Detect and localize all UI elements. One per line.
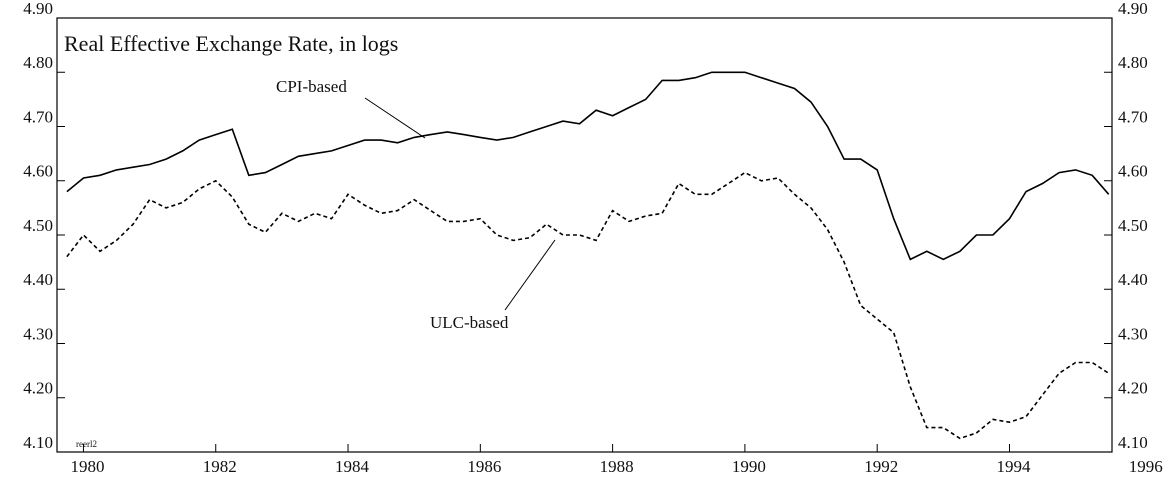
source-tag: reerl2 bbox=[76, 439, 97, 449]
y2-tick-label: 4.70 bbox=[1118, 107, 1148, 126]
y-tick-label: 4.30 bbox=[23, 324, 53, 343]
y-tick-label: 4.10 bbox=[23, 433, 53, 452]
y-tick-label: 4.40 bbox=[23, 270, 53, 289]
y2-tick-label: 4.80 bbox=[1118, 53, 1148, 72]
x-tick-label: 1990 bbox=[732, 457, 766, 476]
y-tick-label: 4.90 bbox=[23, 0, 53, 18]
line-series bbox=[66, 171, 1110, 440]
y2-tick-label: 4.50 bbox=[1118, 216, 1148, 235]
y2-tick-label: 4.40 bbox=[1118, 270, 1148, 289]
x-tick-label: 1984 bbox=[335, 457, 370, 476]
series-label: ULC-based bbox=[430, 313, 509, 332]
line-series bbox=[66, 71, 1110, 261]
x-tick-label: 1982 bbox=[203, 457, 237, 476]
y2-tick-label: 4.90 bbox=[1118, 0, 1148, 18]
y2-tick-label: 4.10 bbox=[1118, 433, 1148, 452]
leader-line bbox=[364, 97, 426, 139]
leader-line bbox=[504, 239, 556, 311]
x-tick-label: 1980 bbox=[70, 457, 104, 476]
chart-title: Real Effective Exchange Rate, in logs bbox=[64, 31, 398, 56]
y2-tick-label: 4.20 bbox=[1118, 379, 1148, 398]
x-tick-label: 1988 bbox=[600, 457, 634, 476]
x-tick-label: 1986 bbox=[467, 457, 501, 476]
y2-tick-label: 4.30 bbox=[1118, 324, 1148, 343]
y2-tick-label: 4.60 bbox=[1118, 162, 1148, 181]
x-tick-label: 1996 bbox=[1129, 457, 1163, 476]
y-tick-label: 4.20 bbox=[23, 379, 53, 398]
x-tick-label: 1992 bbox=[864, 457, 898, 476]
y-tick-label: 4.80 bbox=[23, 53, 53, 72]
series-label: CPI-based bbox=[276, 77, 347, 96]
plot-frame bbox=[56, 17, 1113, 453]
y-tick-label: 4.70 bbox=[23, 107, 53, 126]
y-tick-label: 4.50 bbox=[23, 216, 53, 235]
y-tick-label: 4.60 bbox=[23, 162, 53, 181]
x-tick-label: 1994 bbox=[996, 457, 1031, 476]
